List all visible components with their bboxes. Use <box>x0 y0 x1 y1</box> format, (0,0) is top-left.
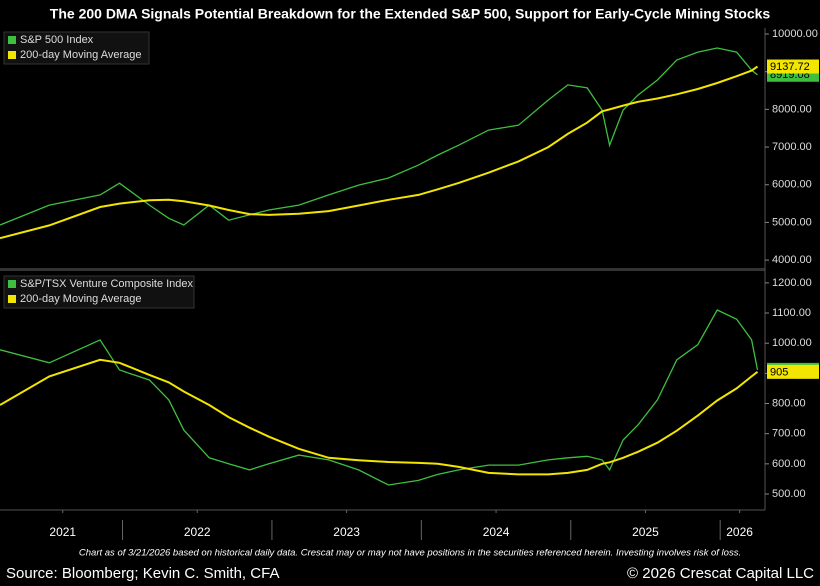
legend-swatch <box>8 36 16 44</box>
last-value-label: 905 <box>770 366 788 378</box>
last-value-tag <box>767 364 819 379</box>
y-tick-label: 4000.00 <box>772 254 812 266</box>
legend: S&P 500 Index 200-day Moving Average <box>3 31 150 65</box>
price-line <box>0 47 758 226</box>
y-tick-label: 6000.00 <box>772 179 812 191</box>
moving-average-line <box>0 65 759 240</box>
x-tick-label: 2026 <box>726 525 753 539</box>
chart-title: The 200 DMA Signals Potential Breakdown … <box>50 6 771 22</box>
footnote: Chart as of 3/21/2026 based on historica… <box>79 548 741 559</box>
y-tick-label: 8000.00 <box>772 103 812 115</box>
y-tick-label: 1100.00 <box>772 307 811 319</box>
legend-label: S&P 500 Index <box>20 34 94 46</box>
x-tick-label: 2025 <box>632 525 659 539</box>
legend: S&P/TSX Venture Composite Index 200-day M… <box>3 275 195 309</box>
source: Source: Bloomberg; Kevin C. Smith, CFA <box>6 565 279 582</box>
moving-average-line <box>0 358 759 476</box>
copyright: © 2026 Crescat Capital LLC <box>627 565 814 582</box>
panel-divider <box>0 268 765 271</box>
y-tick-label: 1000.00 <box>772 337 812 349</box>
y-tick-label: 10000.00 <box>772 28 818 40</box>
x-tick-label: 2023 <box>333 525 360 539</box>
y-tick-label: 800.00 <box>772 397 806 409</box>
x-tick-label: 2022 <box>184 525 211 539</box>
y-tick-label: 600.00 <box>772 458 806 470</box>
legend-swatch <box>8 295 16 303</box>
legend-box <box>3 275 195 309</box>
x-tick-label: 2024 <box>483 525 510 539</box>
legend-label: S&P/TSX Venture Composite Index <box>20 278 194 290</box>
x-tick-label: 2021 <box>49 525 76 539</box>
last-value-tag <box>767 59 819 74</box>
legend-box <box>3 31 150 65</box>
y-tick-label: 700.00 <box>772 428 806 440</box>
last-value-label: 9137.72 <box>770 61 810 73</box>
price-line <box>0 309 759 486</box>
legend-swatch <box>8 51 16 59</box>
legend-swatch <box>8 280 16 288</box>
y-tick-label: 5000.00 <box>772 216 812 228</box>
y-tick-label: 1200.00 <box>772 277 812 289</box>
legend-label: 200-day Moving Average <box>20 293 142 305</box>
y-tick-label: 500.00 <box>772 488 806 500</box>
y-tick-label: 7000.00 <box>772 141 812 153</box>
legend-label: 200-day Moving Average <box>20 49 142 61</box>
